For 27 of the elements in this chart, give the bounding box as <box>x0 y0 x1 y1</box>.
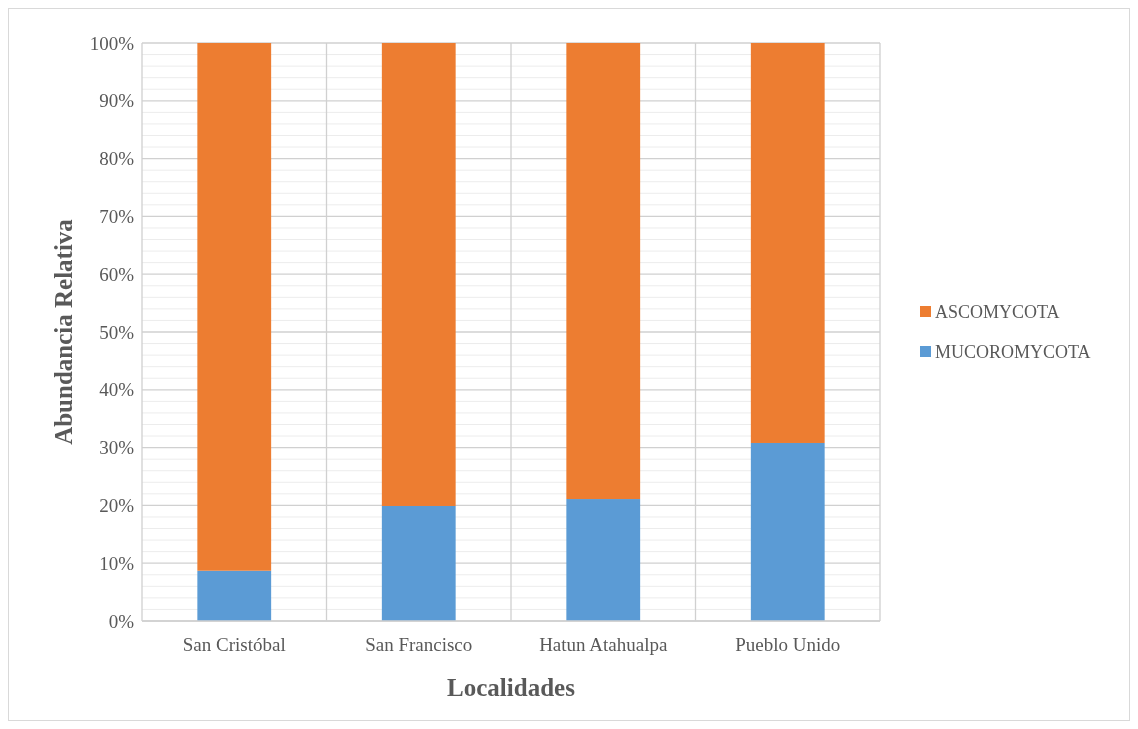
y-tick-label: 70% <box>99 206 135 228</box>
y-tick-label: 60% <box>99 263 135 285</box>
bar <box>197 570 272 621</box>
y-tick-label: 10% <box>99 552 135 574</box>
x-tick-label: Hatun Atahualpa <box>539 634 668 655</box>
bar <box>381 505 456 621</box>
legend-label: MUCOROMYCOTA <box>935 342 1091 363</box>
bar <box>381 43 456 506</box>
bar <box>750 43 825 443</box>
y-tick-label: 100% <box>89 32 135 54</box>
y-tick-label: 20% <box>99 495 135 517</box>
y-tick-label: 30% <box>99 437 135 459</box>
bar <box>566 499 641 621</box>
y-tick-label: 50% <box>99 321 135 343</box>
x-tick-label: Pueblo Unido <box>735 634 841 655</box>
x-tick-label: San Francisco <box>365 634 473 655</box>
y-tick-label: 90% <box>99 90 135 112</box>
y-axis-title: Abundancia Relativa <box>50 218 77 445</box>
bar <box>750 442 825 621</box>
x-tick-label: San Cristóbal <box>182 634 286 655</box>
y-tick-label: 40% <box>99 379 135 401</box>
y-tick-label: 0% <box>108 610 135 632</box>
legend-label: ASCOMYCOTA <box>935 302 1060 323</box>
bar <box>197 43 272 571</box>
y-tick-label: 80% <box>99 148 135 170</box>
bar <box>566 43 641 500</box>
x-axis-title: Localidades <box>447 674 576 701</box>
